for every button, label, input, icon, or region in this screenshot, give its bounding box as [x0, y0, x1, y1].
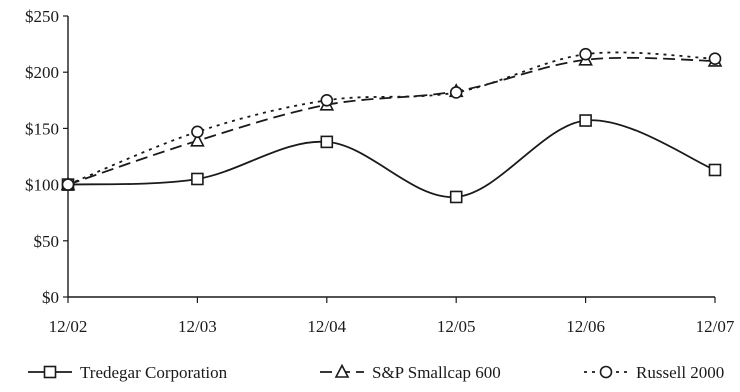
data-point — [61, 178, 75, 191]
data-point — [579, 47, 592, 61]
data-point — [320, 135, 334, 149]
legend-marker — [334, 363, 350, 378]
y-tick-label: $200 — [25, 63, 59, 82]
data-point — [449, 86, 463, 99]
axes — [67, 16, 715, 298]
series-line — [67, 119, 716, 198]
x-tick-label: 12/03 — [178, 317, 217, 336]
data-point — [579, 114, 592, 127]
data-point — [191, 125, 204, 139]
data-point — [320, 94, 334, 107]
series-line — [67, 51, 716, 186]
x-tick-label: 12/02 — [49, 317, 88, 336]
legend-marker — [43, 365, 57, 379]
legend-label: Tredegar Corporation — [80, 363, 228, 382]
data-point — [190, 132, 205, 147]
data-point — [449, 190, 463, 204]
y-tick-label: $0 — [42, 288, 59, 307]
legend-marker — [599, 365, 613, 379]
y-tick-label: $50 — [34, 232, 60, 251]
legend-item: Tredegar Corporation — [28, 363, 228, 382]
series-line — [67, 56, 716, 186]
series-square — [61, 114, 722, 204]
y-axis-ticks: $0 $50 $100 $150 $200 $250 — [25, 7, 68, 307]
y-tick-label: $100 — [25, 176, 59, 195]
data-point — [191, 172, 204, 186]
series-circle — [61, 47, 722, 191]
x-tick-label: 12/05 — [437, 317, 476, 336]
series-triangle — [60, 51, 723, 191]
legend-label: S&P Smallcap 600 — [372, 363, 501, 382]
data-point — [708, 52, 722, 66]
y-tick-label: $150 — [25, 119, 59, 138]
legend-item: Russell 2000 — [584, 363, 724, 382]
x-tick-label: 12/04 — [307, 317, 346, 336]
x-tick-label: 12/06 — [566, 317, 605, 336]
legend-item: S&P Smallcap 600 — [320, 363, 501, 382]
data-point — [708, 163, 722, 177]
series-group — [60, 47, 723, 204]
legend-label: Russell 2000 — [636, 363, 724, 382]
legend: Tredegar Corporation S&P Smallcap 600 Russ… — [28, 363, 724, 382]
x-tick-label: 12/07 — [696, 317, 735, 336]
y-tick-label: $250 — [25, 7, 59, 26]
x-axis-ticks: 12/02 12/03 12/04 12/05 12/06 12/07 — [49, 297, 735, 336]
